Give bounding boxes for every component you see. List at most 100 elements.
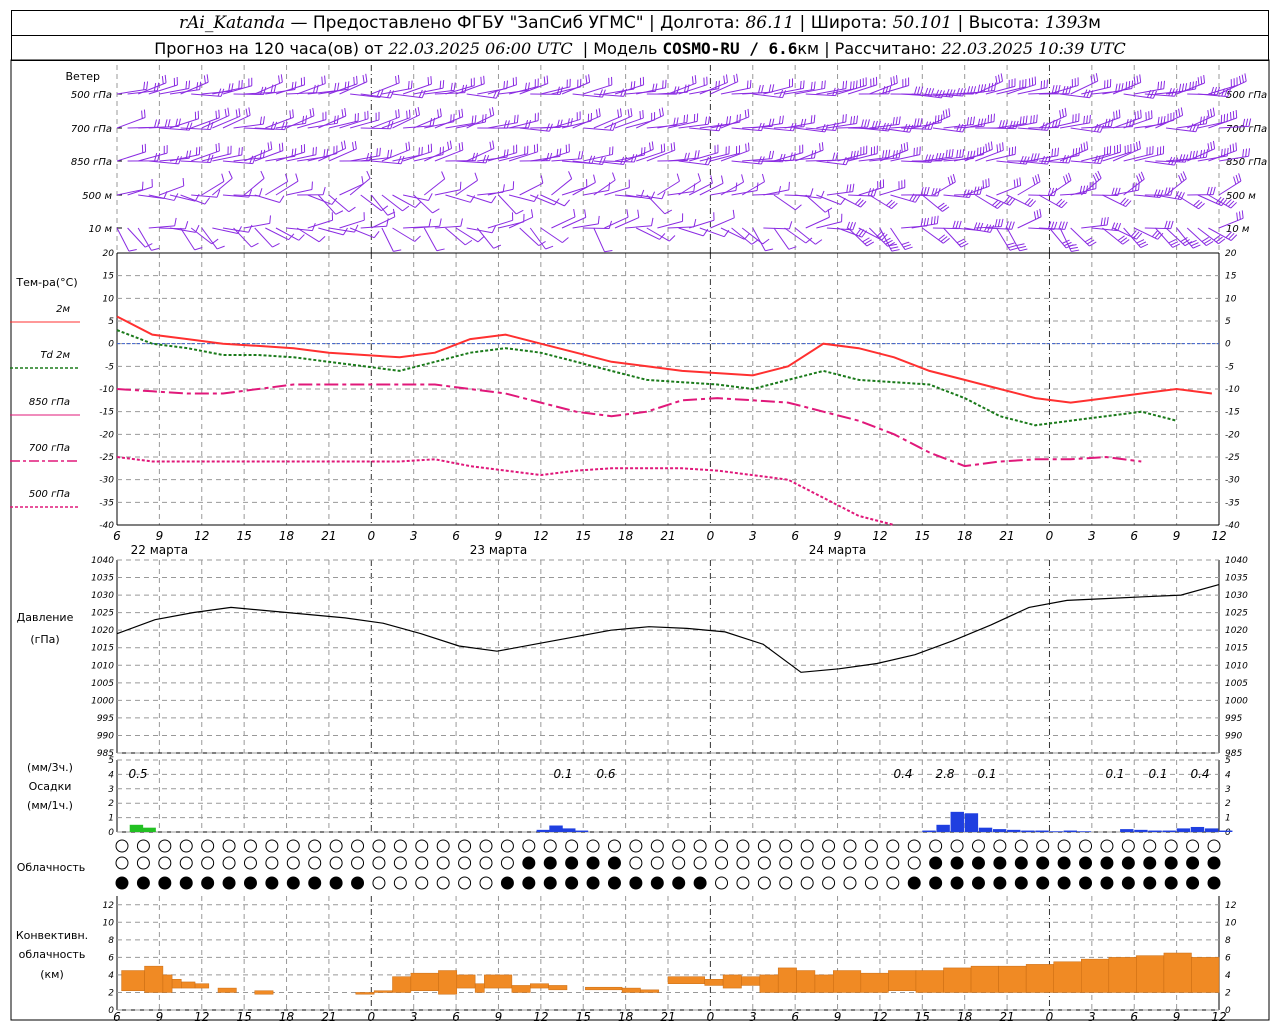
wind-barb [985, 194, 1010, 206]
wind-barb [1091, 151, 1121, 162]
conv-cloud-bar [121, 970, 145, 991]
precip-y-tick: 1 [108, 814, 114, 824]
temp-x-tick: 9 [156, 529, 164, 543]
wind-barb-feather [1025, 115, 1028, 124]
station-header: rAi_Katanda — Предоставлено ФГБУ "ЗапСиб… [11, 10, 1269, 36]
wind-barb-feather [1086, 115, 1088, 124]
wind-barb-feather [567, 118, 570, 127]
cloud-symbol [286, 839, 300, 853]
wind-barb [169, 194, 196, 202]
wind-barb-feather [1230, 202, 1237, 209]
cloud-symbol [779, 856, 793, 870]
wind-barb-feather [1207, 143, 1210, 152]
wind-barb-feather [311, 223, 316, 231]
cloud-symbol [864, 856, 878, 870]
wind-barb-feather [506, 80, 508, 89]
cloud-symbol [929, 856, 943, 870]
wind-barb [191, 117, 220, 129]
wind-barb-feather [1083, 115, 1086, 124]
wind-barb-feather [400, 156, 405, 164]
wind-barb [614, 84, 644, 95]
wind-barb-feather [1057, 147, 1060, 156]
precip-total: 0.1 [1148, 767, 1167, 781]
wind-barb [593, 179, 616, 196]
wind-barb-feather [270, 141, 273, 150]
temp-legend-label: 700 гПа [29, 443, 70, 454]
wind-barb-feather [1113, 111, 1115, 120]
wind-barb-feather [1195, 80, 1197, 90]
wind-barb-feather [951, 149, 954, 158]
wind-barb-feather [366, 153, 370, 161]
wind-barb-feather [1117, 223, 1122, 231]
wind-barb [180, 127, 211, 130]
wind-barb-feather [597, 215, 600, 224]
wind-barb [138, 82, 167, 95]
wind-barb [434, 189, 461, 196]
wind-barb-feather [220, 88, 225, 97]
temp-legend-label: 850 гПа [29, 397, 70, 408]
wind-barb [922, 93, 953, 98]
cloud-symbol [886, 856, 900, 870]
wind-barb-feather [439, 108, 442, 117]
cloud-symbol [822, 839, 836, 853]
conv-cloud-bar [1191, 957, 1220, 993]
wind-barb [731, 127, 762, 132]
wind-barb [879, 85, 909, 95]
wind-barb-feather [343, 140, 347, 149]
wind-barb [689, 88, 719, 95]
wind-barb-feather [1003, 196, 1010, 204]
precip-bar [536, 829, 551, 832]
wind-barb-feather [1225, 231, 1232, 238]
wind-barb-feather [821, 123, 826, 132]
wind-barb [996, 123, 1027, 129]
cloud-symbol [1164, 856, 1178, 870]
cloud-symbol [243, 876, 257, 890]
wind-barb-feather [938, 153, 942, 162]
wind-barb-feather [491, 195, 497, 204]
wind-barb-feather [1227, 200, 1235, 207]
wind-barb-feather [1075, 148, 1078, 157]
cloud-symbol [757, 856, 771, 870]
wind-barb-feather [1122, 198, 1129, 206]
cloud-symbol [1057, 876, 1071, 890]
wind-barb-feather [1184, 154, 1189, 163]
wind-barb [371, 82, 400, 95]
conv-y-tick: 2 [108, 988, 114, 998]
wind-barb [519, 227, 540, 246]
conv-cloud-bar [484, 974, 513, 989]
wind-barb-feather [810, 188, 814, 197]
wind-barb-feather [450, 82, 453, 91]
wind-barb-feather [802, 80, 805, 89]
cloud-symbol [864, 839, 878, 853]
wind-barb-feather [1193, 199, 1200, 206]
wind-barb-feather [744, 110, 747, 119]
wind-barb-feather [1138, 140, 1141, 149]
wind-barb-feather [1047, 156, 1051, 165]
wind-barb-feather [919, 117, 923, 127]
wind-barb-feather [1170, 187, 1174, 196]
wind-barb-feather [164, 119, 168, 128]
wind-barb-feather [996, 144, 999, 153]
precip-y-tick-right: 2 [1225, 799, 1231, 809]
wind-barb-feather [1200, 76, 1203, 85]
wind-barb [296, 227, 320, 243]
wind-barb [530, 155, 560, 162]
wind-barb-feather [491, 225, 497, 233]
wind-barb-feather [248, 107, 251, 116]
cloud-symbol [1186, 876, 1200, 890]
temp-series-2 [116, 383, 1142, 468]
wind-barb-feather [637, 209, 640, 218]
latitude-value: 50.101 [892, 13, 953, 33]
wind-barb-feather [903, 244, 912, 248]
wind-barb [741, 227, 764, 245]
precip-total: 0.4 [1190, 767, 1209, 781]
wind-barb-feather [161, 75, 164, 85]
wind-barb-feather [1175, 109, 1178, 118]
conv-cloud-bar [722, 974, 742, 989]
wind-barb-feather [1006, 197, 1013, 205]
wind-barb-feather [1025, 156, 1030, 165]
wind-barb [943, 194, 970, 198]
wind-barb [212, 154, 242, 162]
wind-barb-feather [1206, 186, 1210, 195]
cloud-symbol [393, 839, 407, 853]
